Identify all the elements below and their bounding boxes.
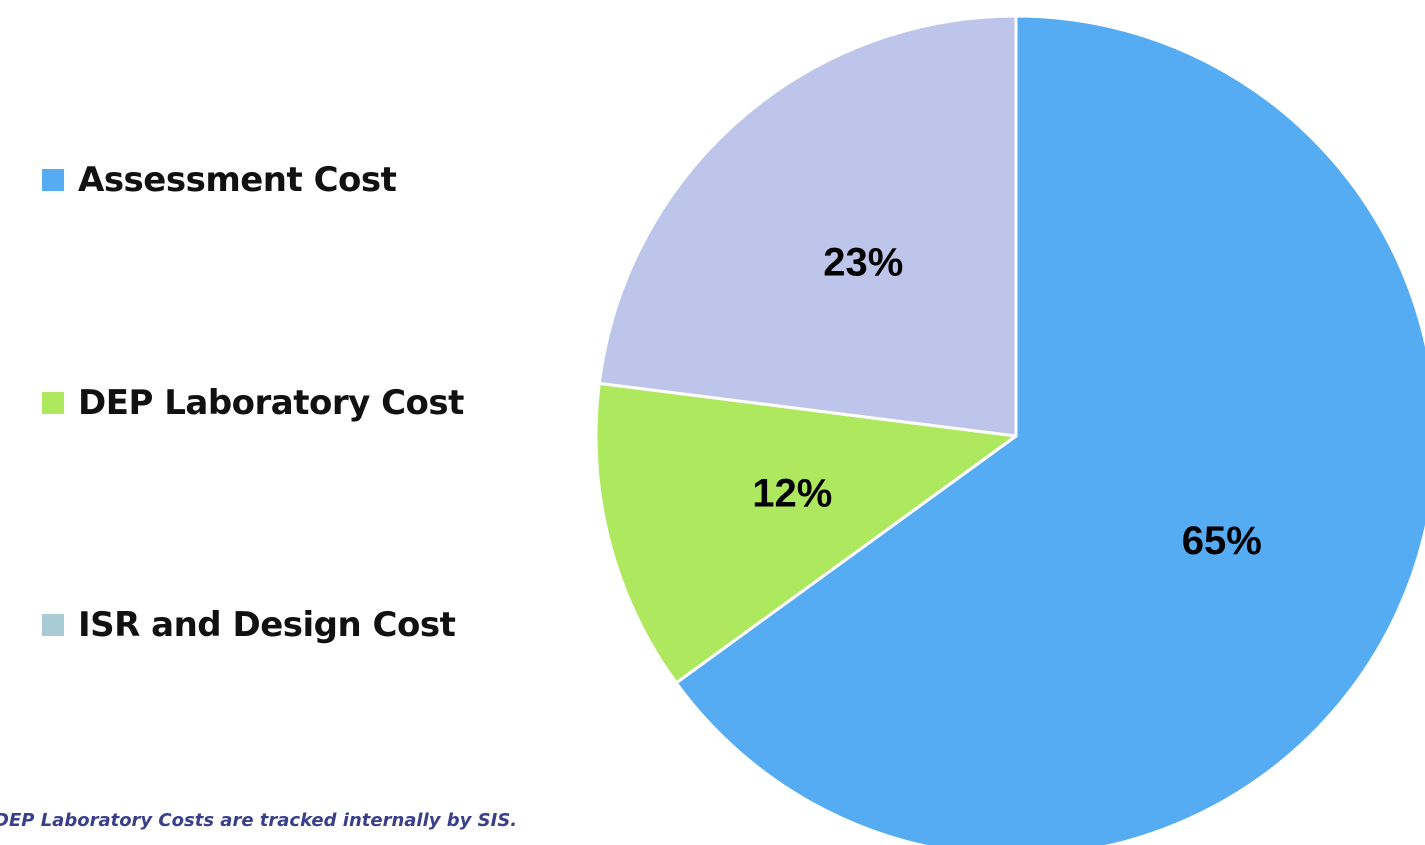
data-label-assessment-cost: 65%: [1182, 519, 1262, 563]
legend-swatch-isr-and-design-cost: [42, 614, 64, 636]
legend-swatch-assessment-cost: [42, 169, 64, 191]
pie-data-labels: 65% 12% 23%: [752, 241, 1262, 563]
pie-slice-isr-and-design-cost: [597, 14, 1018, 438]
legend-swatch-dep-laboratory-cost: [42, 392, 64, 414]
pie-slice-dep-laboratory-cost: [594, 381, 1018, 685]
footnote: DEP Laboratory Costs are tracked interna…: [0, 810, 518, 831]
legend-item-assessment-cost: Assessment Cost: [42, 158, 397, 202]
legend-label-dep-laboratory-cost: DEP Laboratory Cost: [78, 383, 464, 423]
legend-item-dep-laboratory-cost: DEP Laboratory Cost: [42, 381, 464, 425]
data-label-isr-and-design-cost: 23%: [823, 241, 903, 285]
data-label-dep-laboratory-cost: 12%: [752, 471, 832, 515]
legend-item-isr-and-design-cost: ISR and Design Cost: [42, 603, 456, 647]
pie-slices: [594, 14, 1425, 845]
legend-label-isr-and-design-cost: ISR and Design Cost: [78, 605, 456, 645]
pie-slice-assessment-cost: [674, 14, 1425, 845]
legend-label-assessment-cost: Assessment Cost: [78, 160, 397, 200]
